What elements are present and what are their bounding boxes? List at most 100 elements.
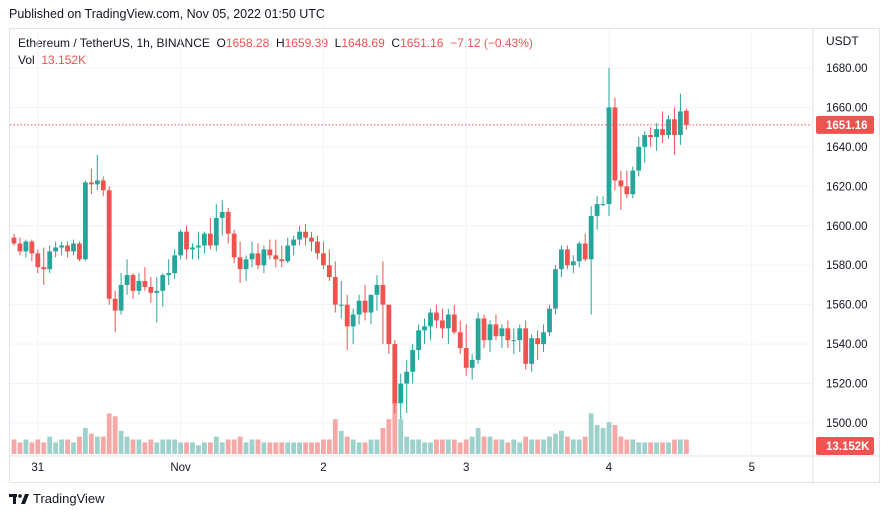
volume-bar [17, 442, 23, 454]
volume-bar [71, 442, 76, 454]
candle [344, 294, 350, 351]
volume-bar [356, 442, 362, 454]
candle [678, 93, 683, 145]
candle-body [231, 233, 237, 258]
candle-body [184, 231, 189, 250]
volume-bar [273, 442, 279, 454]
volume-bar [493, 439, 499, 454]
candle [493, 314, 499, 341]
volume-bar [267, 442, 273, 454]
candle-body [547, 308, 552, 333]
candle [451, 304, 457, 335]
volume-bars [11, 401, 689, 454]
candle-body [77, 243, 82, 260]
time-axis[interactable]: 31 Nov 2 3 4 5 [31, 462, 755, 474]
candle [154, 277, 160, 323]
candle [505, 320, 511, 349]
price-axis[interactable]: 1500.00 1520.00 1540.00 1560.00 1580.00 1600.… [816, 63, 874, 455]
candle-body [410, 350, 416, 372]
volume-bar [422, 442, 427, 454]
candle [487, 320, 493, 352]
volume-bar [374, 439, 380, 454]
volume-bar [332, 419, 338, 454]
candle [416, 324, 421, 360]
volume-row: Vol 13.152K [18, 52, 533, 68]
candle [648, 127, 654, 147]
candle-body [392, 344, 398, 404]
candle-body [428, 312, 433, 327]
candle [386, 304, 392, 354]
volume-bar [112, 416, 118, 454]
candle [94, 154, 100, 191]
last-volume-tag [816, 437, 874, 455]
candle-body [142, 281, 148, 287]
volume-bar [350, 439, 356, 454]
last-price-tag [816, 115, 874, 134]
volume-value: 13.152K [41, 53, 87, 67]
volume-bar [297, 442, 302, 454]
candle-body [213, 217, 219, 246]
candle [666, 115, 671, 139]
high-label: H [275, 36, 285, 50]
candle [279, 245, 285, 268]
volume-bar [547, 436, 552, 454]
currency-label[interactable]: USDT [826, 34, 859, 48]
candle [338, 281, 344, 319]
price-tick-label: 1620.00 [826, 181, 868, 193]
candle-body [338, 304, 344, 306]
volume-bar [166, 439, 172, 454]
symbol-label[interactable]: Ethereum / TetherUS, 1h, BINANCE [18, 36, 210, 50]
last-volume-tag-label: 13.152K [826, 441, 870, 453]
candle [71, 239, 76, 256]
time-tick-label: 5 [749, 462, 755, 474]
candle [422, 318, 427, 345]
volume-bar [178, 442, 183, 454]
volume-bar [47, 436, 53, 454]
tradingview-brand[interactable]: TradingView [9, 491, 105, 506]
volume-bar [94, 436, 100, 454]
volume-bar [624, 439, 630, 454]
candle-body [511, 340, 517, 342]
volume-bar [457, 442, 463, 454]
candle-body [291, 239, 297, 246]
volume-bar [642, 442, 648, 454]
candle-body [88, 182, 94, 185]
candle [243, 255, 249, 281]
candle-body [71, 243, 76, 252]
volume-bar [291, 442, 297, 454]
candle-body [166, 273, 172, 276]
candle-body [535, 338, 540, 345]
candle [654, 123, 659, 151]
volume-bar [321, 439, 326, 454]
low-value: 1648.69 [341, 36, 385, 50]
volume-bar [362, 442, 368, 454]
candle [142, 267, 148, 291]
candle-body [190, 247, 195, 250]
candle-body [618, 180, 624, 187]
candle [535, 330, 540, 360]
candle-body [672, 119, 677, 136]
volume-bar [237, 436, 243, 454]
volume-bar [249, 439, 255, 454]
volume-bar [618, 436, 624, 454]
candle [332, 261, 338, 313]
candle-body [422, 326, 427, 331]
volume-bar [142, 442, 148, 454]
candle-body [47, 251, 53, 270]
candle-body [642, 135, 648, 147]
open-label: O [216, 36, 226, 50]
candle-body [654, 129, 659, 138]
candle [642, 131, 648, 163]
candle-body [368, 294, 374, 313]
candle [148, 277, 154, 303]
volume-bar [570, 439, 576, 454]
candle [196, 231, 201, 260]
candle [582, 233, 588, 262]
candle-body [196, 245, 201, 248]
volume-bar [196, 445, 201, 454]
volume-bar [88, 433, 94, 454]
price-tick-label: 1500.00 [826, 418, 868, 430]
volume-bar [100, 436, 106, 454]
candle [570, 255, 576, 274]
